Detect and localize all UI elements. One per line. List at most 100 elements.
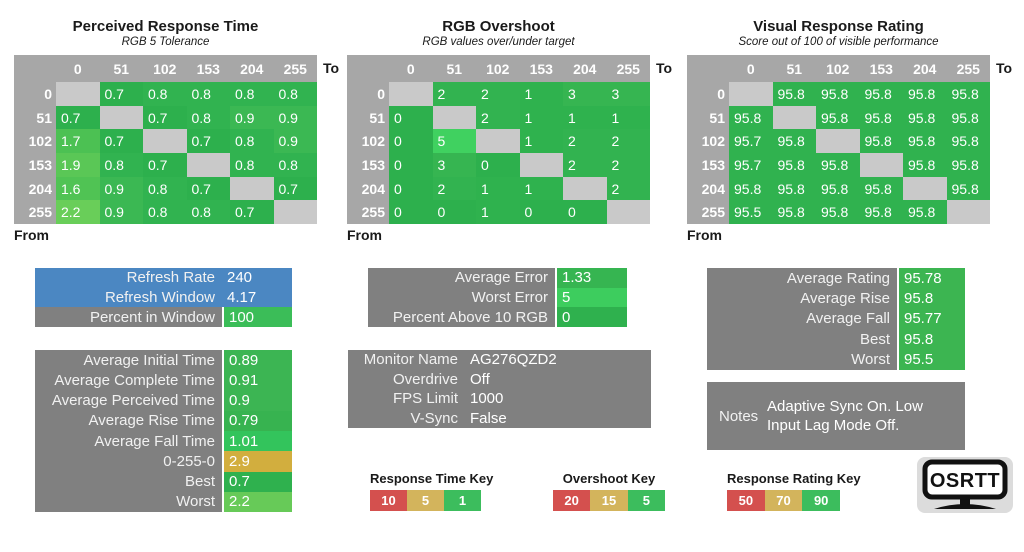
column-header-cell: 102: [143, 55, 187, 82]
matrix-cell: 2: [432, 82, 476, 106]
monitor-settings-box: Monitor Name AG276QZD2 Overdrive Off FPS Lim…: [348, 350, 651, 428]
diagonal-cell: [772, 105, 816, 130]
matrix-cell: 95.8: [946, 105, 990, 130]
overshoot-key: Overshoot Key 20 15 5: [553, 471, 665, 511]
column-header-cell: 153: [859, 55, 903, 82]
key-swatch: 15: [590, 490, 628, 511]
notes-text: Adaptive Sync On. Low Input Lag Mode Off…: [767, 398, 923, 434]
matrix-cell: 2: [476, 82, 520, 106]
matrix-cell: 2: [606, 153, 650, 177]
matrix-cell: 0.7: [273, 176, 317, 201]
matrix-cell: 0: [389, 105, 433, 130]
row-header-cell: 102: [14, 129, 56, 154]
matrix-cell: 95.8: [903, 129, 947, 154]
response-time-key: Response Time Key 10 5 1: [370, 471, 493, 511]
diagonal-cell: [389, 82, 433, 106]
stat-label: Monitor Name: [363, 351, 458, 369]
diagonal-cell: [946, 200, 990, 225]
column-header-cell: 255: [273, 55, 317, 82]
diagonal-cell: [859, 153, 903, 177]
matrix-cell: 0: [389, 200, 433, 225]
stat-row: Average Initial Time 0.89: [35, 350, 292, 371]
matrix-subtitle: RGB values over/under target: [422, 36, 575, 48]
stat-row: Average Fall Time 1.01: [35, 431, 292, 452]
stat-row: Worst 2.2: [35, 491, 292, 512]
diagonal-cell: [99, 105, 143, 130]
key-swatch: 20: [553, 490, 591, 511]
notes-box: Notes Adaptive Sync On. Low Input Lag Mo…: [707, 382, 965, 450]
matrix-cell: 0.7: [99, 129, 143, 154]
column-header-cell: 204: [903, 55, 947, 82]
matrix-cell: 95.8: [859, 129, 903, 154]
diagonal-cell: [563, 176, 607, 201]
row-header-cell: 102: [687, 129, 729, 154]
response-time-stats-box: Average Initial Time 0.89 Average Complete…: [35, 350, 292, 512]
matrix-cell: 2: [563, 153, 607, 177]
matrix-cell: 95.8: [816, 200, 860, 225]
stat-label: Refresh Rate: [126, 269, 215, 287]
matrix-cell: 95.8: [903, 105, 947, 130]
row-header-cell: 0: [14, 82, 56, 106]
column-header-cell: 204: [563, 55, 607, 82]
matrix-cell: 0.7: [99, 82, 143, 106]
matrix-cell: 2: [606, 176, 650, 201]
stat-row: Percent in Window 100: [35, 307, 292, 327]
diagonal-cell: [519, 153, 563, 177]
key-title: Overshoot Key: [562, 471, 656, 486]
stat-label: Percent in Window: [89, 308, 215, 326]
row-header-cell: 204: [14, 176, 56, 201]
to-axis-label: To: [656, 60, 673, 76]
stat-row: Average Perceived Time 0.9: [35, 390, 292, 411]
stat-label: Overdrive: [392, 370, 458, 388]
key-swatches: 50 70 90: [727, 490, 841, 511]
matrix-cell: 95.7: [729, 129, 773, 154]
rgb-overshoot-matrix: RGB Overshoot RGB values over/under targe…: [347, 18, 672, 243]
stat-label: Average Perceived Time: [51, 392, 215, 410]
stat-value: 95.78: [897, 268, 965, 289]
stat-row: 0-255-0 2.9: [35, 451, 292, 472]
matrix-cell: 95.8: [816, 105, 860, 130]
matrix-cell: 0.9: [99, 176, 143, 201]
matrix-cell: 95.8: [859, 105, 903, 130]
stat-label: Average Complete Time: [54, 371, 215, 389]
diagonal-cell: [476, 129, 520, 154]
to-axis-label: To: [996, 60, 1013, 76]
matrix-cell: 2: [476, 105, 520, 130]
matrix-corner-cell: [687, 55, 729, 82]
stat-row: Monitor Name AG276QZD2: [348, 350, 651, 370]
matrix-cell: 0.8: [99, 153, 143, 177]
matrix-cell: 95.8: [903, 153, 947, 177]
matrix-cell: 0.9: [273, 129, 317, 154]
column-header-cell: 102: [816, 55, 860, 82]
diagonal-cell: [903, 176, 947, 201]
key-swatches: 10 5 1: [370, 490, 481, 511]
matrix-cell: 95.8: [859, 200, 903, 225]
stat-value: 100: [222, 307, 292, 327]
matrix-cell: 3: [606, 82, 650, 106]
stat-value: 95.8: [897, 329, 965, 350]
matrix-cell: 1: [476, 176, 520, 201]
stat-row: Average Rise 95.8: [707, 288, 965, 309]
row-header-cell: 51: [347, 105, 389, 130]
stat-label: Average Error: [454, 269, 548, 287]
row-header-cell: 255: [687, 200, 729, 225]
row-header-cell: 153: [347, 153, 389, 177]
key-swatch: 50: [727, 490, 765, 511]
column-header-cell: 51: [99, 55, 143, 82]
stat-label: V-Sync: [410, 409, 458, 427]
matrix-cell: 0.8: [230, 129, 274, 154]
diagonal-cell: [432, 105, 476, 130]
matrix-cell: 1: [476, 200, 520, 225]
column-header-cell: 0: [389, 55, 433, 82]
column-header-cell: 204: [230, 55, 274, 82]
stat-row: Average Rating 95.78: [707, 268, 965, 289]
row-header-cell: 204: [347, 176, 389, 201]
matrix-cell: 0.7: [143, 153, 187, 177]
stat-row: Worst 95.5: [707, 349, 965, 370]
matrix-cell: 95.5: [729, 200, 773, 225]
stat-value: 5: [555, 287, 627, 308]
matrix-cell: 2.2: [56, 200, 100, 225]
column-header-cell: 153: [186, 55, 230, 82]
stat-row: Percent Above 10 RGB 0: [368, 307, 627, 327]
column-header-cell: 102: [476, 55, 520, 82]
